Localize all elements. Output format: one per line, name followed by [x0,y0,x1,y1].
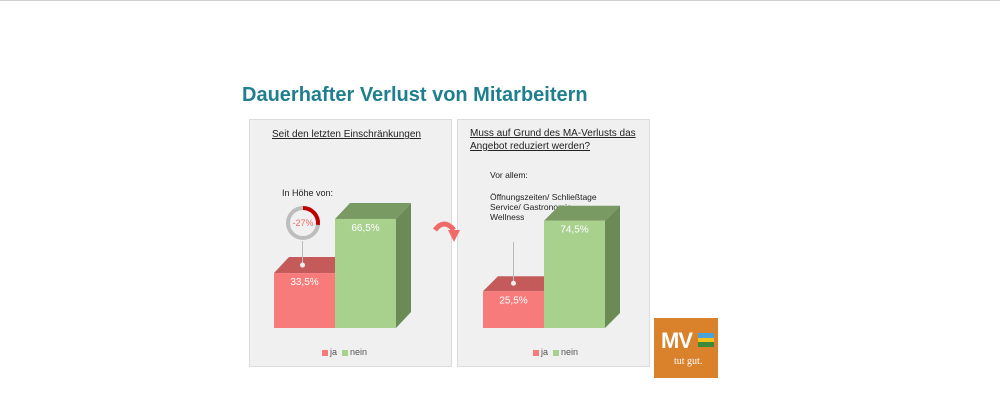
page-title: Dauerhafter Verlust von Mitarbeitern [242,84,588,106]
annotation-label: Vor allem: [490,170,528,180]
mv-tut-gut-logo: MV tut gut. [654,318,718,378]
bar-chart: 33,5% 66,5% -27% [274,202,411,328]
connector-dot [511,280,516,286]
bar-top-nein [544,205,620,221]
bar-ja [274,273,335,328]
chart-panel-2: Muss auf Grund des MA-Verlusts das Angeb… [457,119,650,367]
legend-item-nein: nein [553,347,578,357]
logo-tagline: tut gut. [674,356,703,367]
logo-flag-icon [698,333,714,347]
annotation-line: Service/ Gastronomie [490,202,572,212]
curved-arrow-icon [433,221,460,242]
top-border [0,0,1000,1]
data-label-nein: 66,5% [351,223,379,234]
annotation-label: In Höhe von: [282,188,334,198]
bar-top-nein [335,202,411,219]
legend: ja nein [322,347,367,357]
bar-nein [335,218,396,328]
annotation-line: Öffnungszeiten/ Schließtage [490,192,597,202]
legend-item-nein: nein [342,347,367,357]
logo-text: MV [661,328,693,353]
bar-side-nein [396,202,411,328]
bar-side-nein [605,205,620,328]
bar-ja [483,291,544,328]
data-label-nein: 74,5% [560,225,588,236]
bar-chart: 25,5% 74,5% [483,205,620,328]
annotation-line: Wellness [490,212,525,222]
legend-item-ja: ja [533,347,548,357]
connector-dot [300,262,305,268]
data-label-ja: 33,5% [290,277,318,288]
gauge-arc [302,206,320,226]
chart-title: Seit den letzten Einschränkungen [272,129,421,140]
bar-top-ja [274,257,350,274]
chart-title: Muss auf Grund des MA-Verlusts das Angeb… [470,128,636,152]
legend: ja nein [533,347,578,357]
bar-top-ja [483,276,559,292]
gauge-label: -27% [292,218,313,228]
legend-item-ja: ja [322,347,337,357]
chart-panel-1: Seit den letzten Einschränkungen In Höhe… [249,119,452,367]
bar-nein [544,220,605,328]
data-label-ja: 25,5% [499,295,527,306]
